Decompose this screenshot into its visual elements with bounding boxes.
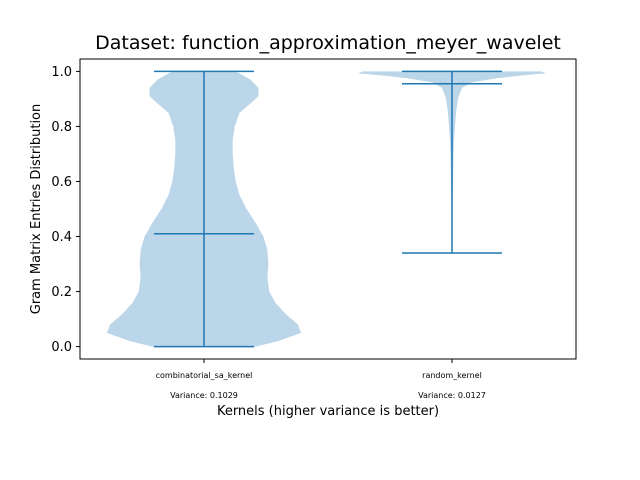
plot-area bbox=[79, 58, 577, 360]
x-tick-label: random_kernel bbox=[422, 371, 482, 380]
chart-title: Dataset: function_approximation_meyer_wa… bbox=[95, 32, 561, 54]
y-tick-label: 1.0 bbox=[51, 65, 72, 80]
y-axis-label: Gram Matrix Entries Distribution bbox=[29, 104, 44, 315]
axes-frame bbox=[79, 58, 577, 360]
violin-stats-layer bbox=[154, 70, 502, 348]
violin-layer bbox=[107, 71, 546, 347]
y-tick-label: 0.4 bbox=[51, 230, 72, 245]
y-axis: 0.0 0.2 0.4 0.6 0.8 1.0 bbox=[51, 65, 80, 355]
x-axis: combinatorial_sa_kernel Variance: 0.1029 r… bbox=[156, 359, 486, 400]
y-tick-label: 0.6 bbox=[51, 175, 72, 190]
x-tick-label: combinatorial_sa_kernel bbox=[156, 371, 253, 380]
y-tick-label: 0.8 bbox=[51, 120, 72, 135]
y-tick-label: 0.2 bbox=[51, 285, 72, 300]
variance-label: Variance: 0.1029 bbox=[170, 391, 238, 400]
x-axis-label: Kernels (higher variance is better) bbox=[217, 404, 439, 419]
y-tick-label: 0.0 bbox=[51, 340, 72, 355]
variance-label: Variance: 0.0127 bbox=[418, 391, 486, 400]
